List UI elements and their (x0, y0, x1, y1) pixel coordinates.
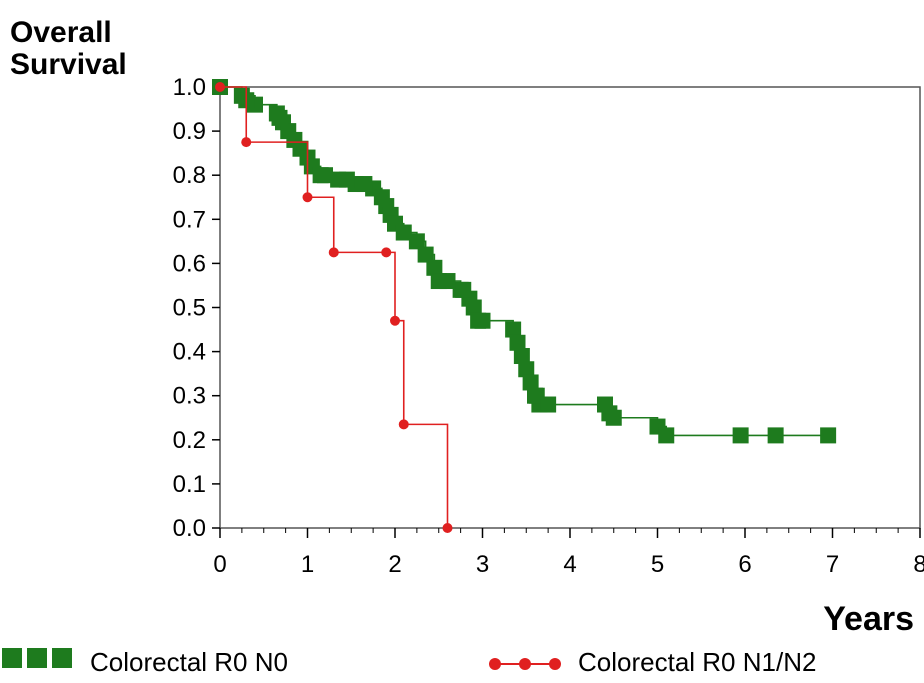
data-point-r0-n1n2 (381, 247, 392, 258)
legend-label-r0-n0: Colorectal R0 N0 (90, 647, 288, 677)
data-point-r0-n0 (509, 334, 526, 351)
legend-square-markers-icon (2, 648, 72, 668)
y-axis-label-line-1: Overall (10, 16, 112, 49)
data-point-r0-n1n2 (328, 247, 339, 258)
y-axis-label-line-2: Survival (10, 48, 127, 81)
data-point-r0-n0 (732, 427, 749, 444)
series-line-r0-n1n2 (220, 86, 449, 528)
data-point-r0-n0 (356, 176, 373, 193)
data-point-r0-n0 (465, 299, 482, 316)
legend-item-r0-n0: Colorectal R0 N0 (2, 647, 288, 677)
x-tick-label: 3 (476, 551, 489, 578)
x-axis-label: Years (823, 600, 914, 638)
data-point-r0-n0 (474, 312, 491, 329)
x-tick-label: 4 (563, 551, 576, 578)
y-tick-label: 0.4 (173, 339, 206, 366)
data-point-r0-n1n2 (302, 192, 313, 203)
data-point-r0-n0 (439, 273, 456, 290)
legend-square-marker (27, 648, 47, 668)
data-point-r0-n0 (338, 171, 355, 188)
legend-square-marker (52, 648, 72, 668)
y-tick-label: 0.6 (173, 250, 206, 277)
y-tick-label: 0.1 (173, 471, 206, 498)
data-point-r0-n0 (522, 374, 539, 391)
y-tick-label: 0.3 (173, 383, 206, 410)
x-tick-label: 2 (388, 551, 401, 578)
data-point-r0-n0 (455, 281, 472, 298)
data-point-r0-n0 (408, 233, 425, 250)
data-point-r0-n0 (426, 259, 443, 276)
data-point-r0-n1n2 (241, 137, 252, 148)
x-tick-label: 1 (301, 551, 314, 578)
data-point-r0-n1n2 (398, 419, 409, 430)
data-point-r0-n1n2 (390, 315, 400, 326)
legend-item-r0-n1n2: Colorectal R0 N1/N2 (489, 647, 816, 677)
data-point-r0-n0 (767, 427, 784, 444)
x-tick-label: 5 (651, 551, 664, 578)
legend-circle-markers-icon (489, 658, 561, 670)
y-tick-label: 0.5 (173, 295, 206, 322)
data-point-r0-n0 (317, 167, 333, 184)
y-tick-label: 0.2 (173, 427, 206, 454)
legend-circle-marker (549, 658, 561, 670)
data-point-r0-n1n2 (215, 82, 225, 92)
data-point-r0-n0 (820, 427, 837, 444)
data-point-r0-n0 (395, 224, 412, 241)
data-point-r0-n0 (417, 246, 434, 263)
legend-square-marker (2, 648, 22, 668)
data-point-r0-n0 (658, 427, 675, 444)
legend-circle-marker (519, 658, 531, 670)
y-tick-label: 0.8 (173, 162, 206, 189)
data-point-r0-n0 (513, 348, 530, 365)
data-point-r0-n0 (518, 361, 535, 378)
data-point-r0-n0 (540, 396, 557, 413)
y-tick-label: 0.0 (173, 515, 206, 542)
x-tick-label: 0 (213, 551, 226, 578)
legend-label-r0-n1n2: Colorectal R0 N1/N2 (578, 647, 816, 677)
legend-circle-marker (489, 658, 501, 670)
data-point-r0-n0 (271, 109, 288, 126)
data-point-r0-n0 (605, 409, 622, 426)
y-tick-label: 0.9 (173, 118, 206, 145)
plot-area: 0.0 0.1 0.2 0.3 0.4 0.5 0.6 0.7 0.8 0.9 1.0 0 1 2 3 4 5 6… (173, 74, 924, 578)
x-tick-label: 8 (913, 551, 924, 578)
plot-frame (219, 86, 921, 529)
x-tick-label: 6 (738, 551, 751, 578)
data-point-r0-n0 (505, 321, 522, 338)
y-tick-label: 1.0 (173, 74, 206, 101)
data-point-r0-n1n2 (442, 523, 453, 533)
data-point-r0-n0 (597, 396, 613, 413)
y-tick-label: 0.7 (173, 206, 206, 233)
x-tick-label: 7 (826, 551, 839, 578)
